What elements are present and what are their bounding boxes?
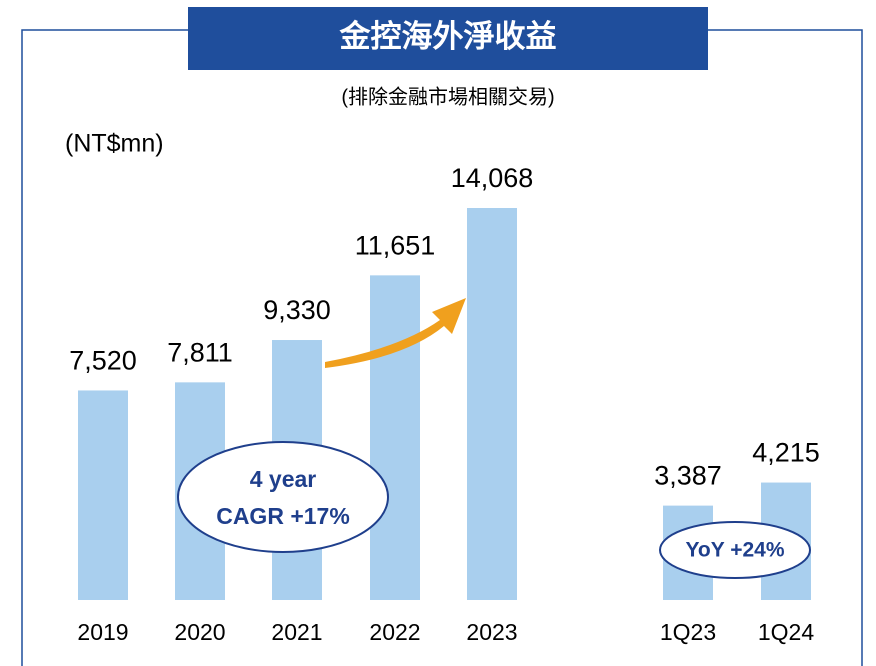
chart-title: 金控海外淨收益 — [339, 19, 557, 54]
growth-arrow — [325, 298, 466, 368]
x-tick-label: 1Q23 — [660, 619, 716, 645]
x-tick-label: 2020 — [174, 619, 225, 645]
x-tick-label: 2019 — [77, 619, 128, 645]
value-label: 7,520 — [69, 346, 137, 376]
value-label: 11,651 — [355, 230, 436, 260]
value-label: 3,387 — [654, 461, 722, 491]
subtitle: (排除金融市場相關交易) — [341, 85, 554, 108]
value-label: 9,330 — [263, 295, 331, 325]
bar — [370, 275, 420, 600]
value-label: 7,811 — [167, 337, 233, 367]
bar — [467, 208, 517, 600]
x-tick-label: 2021 — [271, 619, 322, 645]
x-tick-label: 1Q24 — [758, 619, 814, 645]
value-label: 4,215 — [752, 438, 820, 468]
annotation: CAGR +17% — [216, 503, 350, 529]
x-tick-label: 2022 — [369, 619, 420, 645]
unit-label: (NT$mn) — [65, 130, 164, 158]
yoy-ellipse — [659, 521, 811, 579]
value-label: 14,068 — [451, 163, 534, 193]
title-box — [188, 7, 708, 70]
annotation: YoY +24% — [685, 539, 784, 562]
cagr-ellipse — [177, 441, 389, 553]
bar — [78, 390, 128, 600]
annotation: 4 year — [250, 466, 317, 492]
x-tick-label: 2023 — [466, 619, 517, 645]
